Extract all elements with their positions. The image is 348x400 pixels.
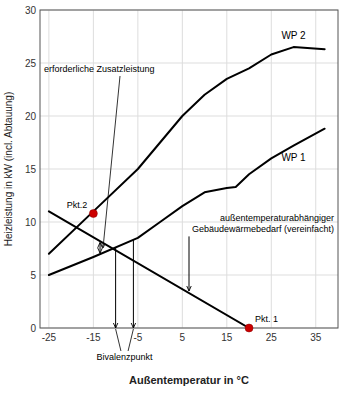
labels: WP 2 WP 1 außentemperaturabhängigerGebäude… <box>44 30 334 362</box>
bivalent-line <box>133 240 134 328</box>
plot-area <box>49 47 325 328</box>
point-label: Pkt.2 <box>67 200 88 210</box>
point <box>245 324 253 332</box>
series-label: WP 2 <box>281 30 306 41</box>
grid-line-y <box>40 116 338 117</box>
point-label: Pkt. 1 <box>255 314 278 324</box>
x-tick-label: 15 <box>221 332 233 343</box>
annotation-connector <box>128 329 133 351</box>
series-callout: außentemperaturabhängigerGebäudewärmebed… <box>192 213 334 234</box>
x-tick-label: -25 <box>42 332 57 343</box>
y-axis-label: Heizleistung in kW (incl. Abtauung) <box>3 92 14 247</box>
x-tick-label: 25 <box>266 332 278 343</box>
x-tick-label: 35 <box>310 332 322 343</box>
callout-arrow <box>189 236 190 291</box>
series-label: WP 1 <box>281 152 306 163</box>
x-tick-label: -5 <box>133 332 142 343</box>
annotation-arrow <box>103 76 120 248</box>
y-tick-label: 5 <box>30 270 36 281</box>
grid-line-y <box>40 169 338 170</box>
background <box>0 0 348 400</box>
plot-frame <box>40 10 338 328</box>
y-tick-label: 25 <box>25 58 37 69</box>
grid <box>40 10 338 328</box>
series-line <box>49 129 325 275</box>
y-tick-label: 15 <box>25 164 37 175</box>
point <box>89 210 97 218</box>
bivalent-line <box>115 247 116 328</box>
annotation-connector <box>116 329 121 351</box>
annotation: Bivalenzpunkt <box>96 352 153 362</box>
y-tick-label: 0 <box>30 323 36 334</box>
y-tick-label: 30 <box>25 5 37 16</box>
callout-line: Gebäudewärmebedarf (vereinfacht) <box>192 224 334 234</box>
x-axis-label: Außentemperatur in °C <box>129 374 249 386</box>
y-tick-label: 10 <box>25 217 37 228</box>
ticks: -25 -15 -5 5 15 25 35 0 5 10 15 20 25 30 <box>25 5 322 344</box>
chart: -25 -15 -5 5 15 25 35 0 5 10 15 20 25 30 Außentemperat… <box>0 0 348 400</box>
callout-line: außentemperaturabhängiger <box>220 213 334 223</box>
y-tick-label: 20 <box>25 111 37 122</box>
x-tick-label: -15 <box>86 332 101 343</box>
gap-arrow <box>100 242 101 253</box>
annotation: erforderliche Zusatzleistung <box>44 64 155 74</box>
x-tick-label: 5 <box>180 332 186 343</box>
